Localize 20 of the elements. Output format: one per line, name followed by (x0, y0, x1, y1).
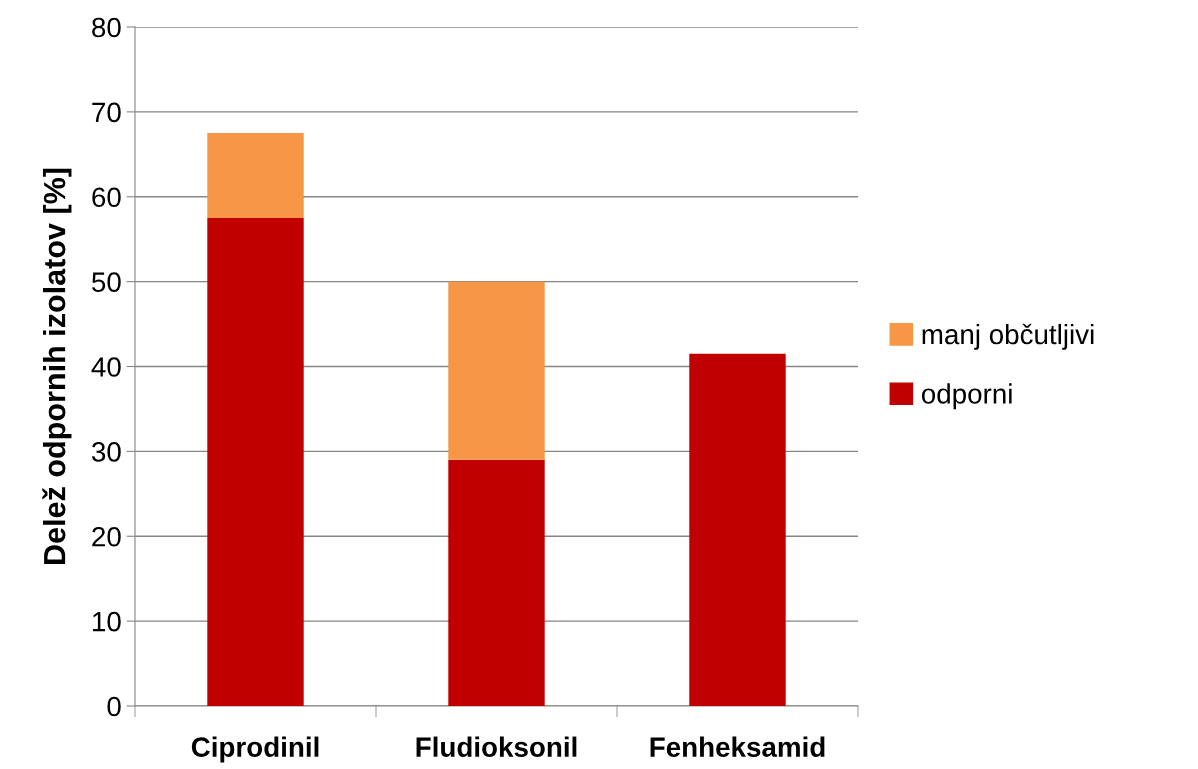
x-tick-label: Fenheksamid (650, 736, 825, 757)
y-tick-label: 0 (107, 696, 121, 717)
y-tick-label: 50 (92, 272, 121, 292)
bar (448, 281, 545, 460)
x-tick-label: Fludioksonil (416, 736, 577, 757)
bar (207, 217, 304, 706)
y-tick-label: 80 (92, 17, 121, 38)
y-axis-title: Delež odpornih izolatov [%] (42, 168, 72, 564)
y-tick-label: 40 (91, 357, 121, 377)
bar (207, 133, 304, 218)
y-tick-label: 60 (92, 187, 121, 208)
y-tick-label: 30 (91, 442, 121, 462)
x-tick-label: Ciprodinil (191, 736, 319, 763)
y-tick-label: 10 (93, 611, 121, 632)
legend-label: odporni (921, 383, 1012, 410)
bar (448, 459, 545, 706)
legend-label: manj občutljivi (922, 323, 1094, 350)
y-tick-label: 20 (92, 526, 121, 547)
bar (689, 353, 786, 706)
y-tick-label: 70 (92, 102, 121, 123)
